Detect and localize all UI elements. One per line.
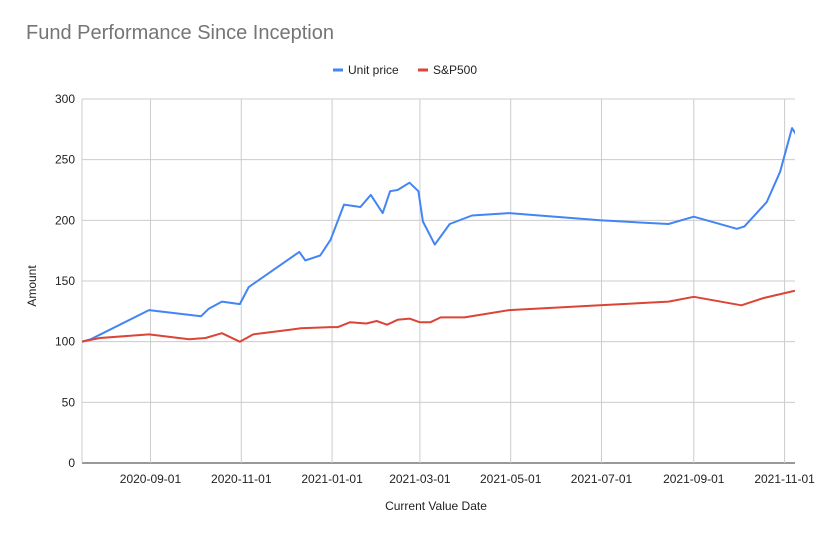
x-tick-label: 2021-01-01 [301, 472, 363, 486]
x-tick-label: 2020-09-01 [120, 472, 182, 486]
x-tick-label: 2021-05-01 [480, 472, 542, 486]
y-tick-label: 200 [55, 213, 75, 227]
series-layer [82, 127, 795, 343]
y-tick-label: 0 [68, 456, 75, 470]
series-line-1 [82, 289, 795, 343]
x-axis-title: Current Value Date [385, 499, 487, 513]
grid-layer [81, 98, 795, 464]
x-tick-label: 2020-11-01 [211, 472, 272, 486]
y-tick-label: 50 [62, 395, 76, 409]
y-tick-label: 150 [55, 274, 75, 288]
x-tick-label: 2021-11-01 [754, 472, 815, 486]
x-tick-label: 2021-07-01 [571, 472, 633, 486]
legend-label: Unit price [348, 63, 399, 77]
y-tick-label: 300 [55, 92, 75, 106]
chart-title: Fund Performance Since Inception [26, 22, 334, 44]
x-tick-label: 2021-03-01 [389, 472, 451, 486]
legend: Unit price S&P500 [333, 63, 477, 77]
axis-layer: 0 50 100 150 200 250 300 2020-09-01 2020-11-01 20… [55, 92, 815, 486]
y-tick-label: 250 [55, 153, 75, 167]
y-tick-label: 100 [55, 335, 75, 349]
y-axis-title: Amount [25, 265, 39, 307]
x-tick-label: 2021-09-01 [663, 472, 725, 486]
legend-label: S&P500 [433, 63, 477, 77]
series-line-0 [82, 127, 795, 343]
